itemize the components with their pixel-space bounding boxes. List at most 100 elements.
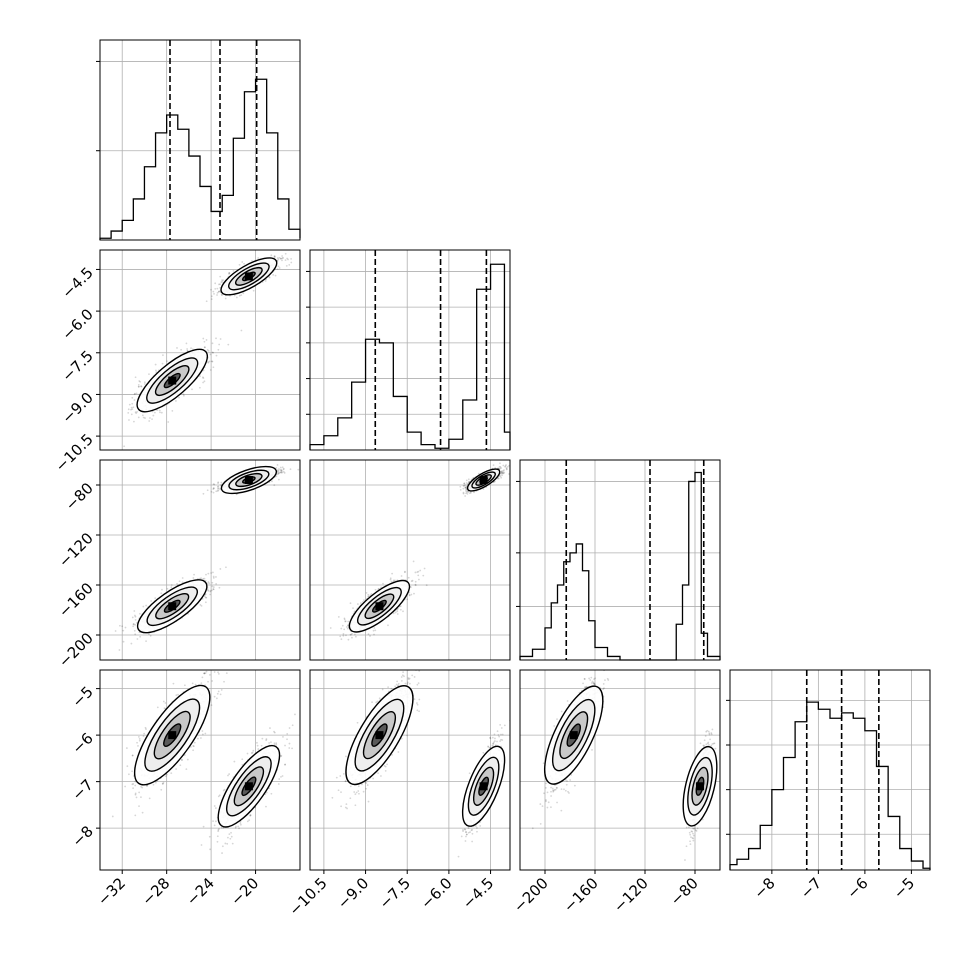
sample-point bbox=[204, 601, 207, 604]
sample-point bbox=[346, 627, 349, 630]
sample-point bbox=[190, 347, 192, 349]
sample-point bbox=[282, 467, 285, 470]
sample-point bbox=[205, 300, 208, 303]
sample-point bbox=[277, 471, 279, 474]
sample-point bbox=[118, 624, 121, 627]
sample-point bbox=[222, 279, 225, 282]
sample-point bbox=[131, 402, 134, 405]
sample-point bbox=[277, 265, 280, 268]
histogram-step-line bbox=[519, 471, 721, 661]
sample-point bbox=[252, 289, 255, 292]
sample-point bbox=[465, 490, 467, 492]
sample-point bbox=[425, 584, 428, 587]
panel-frame bbox=[309, 249, 511, 451]
sample-point bbox=[282, 256, 284, 259]
sample-point bbox=[412, 560, 415, 563]
sample-point bbox=[124, 626, 127, 629]
sample-point bbox=[122, 640, 125, 643]
sample-point bbox=[215, 337, 217, 340]
sample-point bbox=[272, 273, 275, 276]
sample-point bbox=[343, 628, 346, 631]
sample-point bbox=[134, 376, 137, 379]
sample-point bbox=[209, 369, 212, 371]
sample-point bbox=[180, 348, 183, 351]
sample-point bbox=[394, 611, 397, 614]
sample-point bbox=[154, 363, 157, 366]
sample-point bbox=[345, 626, 348, 628]
sample-point bbox=[413, 592, 415, 595]
sample-point bbox=[277, 478, 280, 481]
sample-point bbox=[181, 577, 184, 579]
panel-frame bbox=[99, 249, 301, 451]
sample-point bbox=[390, 580, 393, 583]
sample-point bbox=[212, 588, 215, 590]
sample-point bbox=[400, 575, 403, 577]
sample-point bbox=[355, 635, 357, 638]
sample-point bbox=[228, 271, 231, 274]
sample-point bbox=[276, 464, 279, 466]
sample-point bbox=[284, 252, 287, 255]
sample-point bbox=[212, 577, 215, 579]
sample-point bbox=[217, 487, 220, 490]
sample-point bbox=[402, 610, 404, 613]
sample-point bbox=[349, 633, 352, 636]
histogram-panel-2 bbox=[516, 459, 721, 661]
sample-point bbox=[151, 418, 153, 421]
sample-point bbox=[132, 625, 135, 628]
sample-point bbox=[356, 603, 359, 605]
sample-point bbox=[166, 587, 169, 590]
sample-point bbox=[351, 632, 353, 635]
sample-point bbox=[134, 392, 136, 395]
sample-point bbox=[193, 573, 195, 576]
sample-point bbox=[219, 283, 221, 286]
sample-point bbox=[281, 471, 284, 474]
sample-point bbox=[414, 584, 417, 587]
sample-point bbox=[182, 393, 185, 396]
sample-point bbox=[282, 470, 285, 473]
sample-point bbox=[133, 629, 136, 632]
sample-point bbox=[135, 392, 138, 395]
sample-point bbox=[374, 629, 377, 632]
sample-point bbox=[207, 360, 209, 363]
sample-point bbox=[176, 582, 178, 585]
sample-point bbox=[344, 620, 347, 623]
sample-point bbox=[462, 484, 465, 487]
sample-point bbox=[204, 346, 206, 349]
sample-point bbox=[219, 488, 222, 491]
sample-point bbox=[138, 612, 141, 615]
sample-point bbox=[209, 353, 212, 356]
sample-point bbox=[170, 584, 173, 586]
sample-point bbox=[257, 257, 260, 259]
sample-point bbox=[211, 581, 214, 584]
sample-point bbox=[389, 578, 392, 581]
sample-point bbox=[235, 296, 238, 299]
sample-point bbox=[242, 292, 245, 295]
sample-point bbox=[136, 411, 139, 413]
sample-point bbox=[212, 571, 214, 574]
sample-point bbox=[278, 256, 281, 259]
sample-point bbox=[396, 608, 398, 611]
sample-point bbox=[339, 635, 342, 638]
sample-point bbox=[285, 264, 288, 267]
sample-point bbox=[216, 294, 218, 296]
sample-point bbox=[212, 487, 215, 489]
sample-point bbox=[128, 403, 131, 406]
sample-point bbox=[202, 377, 205, 380]
sample-point bbox=[134, 411, 137, 414]
sample-point bbox=[459, 489, 462, 491]
sample-point bbox=[341, 624, 344, 627]
sample-point bbox=[131, 396, 134, 399]
scatter-panel-2-0 bbox=[99, 459, 301, 661]
sample-point bbox=[156, 409, 159, 412]
sample-point bbox=[212, 351, 214, 354]
sample-point bbox=[161, 362, 164, 365]
sample-point bbox=[410, 580, 413, 583]
sample-point bbox=[365, 591, 368, 594]
sample-point bbox=[216, 487, 219, 490]
sample-point bbox=[133, 393, 136, 396]
histogram-panel-1 bbox=[306, 249, 511, 451]
sample-point bbox=[219, 275, 222, 278]
sample-point bbox=[297, 468, 300, 471]
sample-point bbox=[145, 604, 147, 607]
sample-point bbox=[504, 465, 506, 468]
